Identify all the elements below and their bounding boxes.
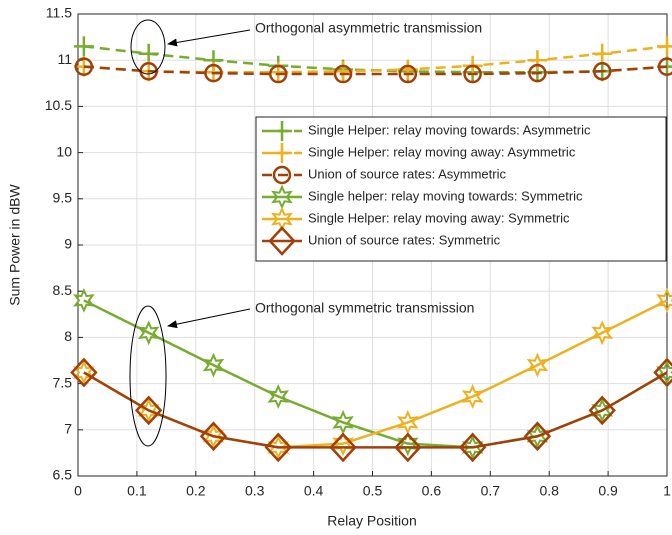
marker (74, 57, 94, 76)
y-tick-label: 9 (64, 236, 72, 252)
x-tick-label: 0.5 (363, 483, 383, 499)
series-line (83, 299, 668, 449)
marker (458, 432, 487, 463)
marker (264, 432, 292, 463)
annotation-text: Orthogonal asymmetric transmission (255, 20, 482, 36)
marker (267, 384, 290, 409)
marker (656, 287, 672, 313)
annotation-text: Orthogonal symmetric transmission (255, 300, 474, 316)
y-tick-label: 10 (56, 143, 72, 159)
legend-label: Single Helper: relay moving away: Asymme… (308, 144, 576, 159)
y-tick-label: 7.5 (53, 374, 73, 390)
annotation-ellipse (129, 305, 167, 447)
marker (204, 63, 223, 83)
marker (523, 421, 552, 452)
legend-label: Union of source rates: Asymmetric (308, 166, 506, 181)
x-tick-label: 0.6 (422, 483, 442, 499)
marker (397, 409, 419, 435)
x-tick-label: 0.7 (481, 483, 501, 499)
y-tick-label: 10.5 (45, 97, 72, 113)
marker (653, 357, 672, 388)
legend-marker (272, 165, 292, 185)
plot-frame (77, 13, 668, 477)
y-tick-label: 8.5 (53, 282, 73, 298)
legend-label: Single Helper: relay moving towards: Asy… (308, 122, 591, 137)
marker (137, 320, 160, 346)
legend-box (255, 116, 667, 262)
y-tick-label: 8 (64, 328, 72, 344)
marker (657, 36, 672, 57)
marker (70, 357, 98, 388)
series-line (83, 299, 668, 449)
marker (461, 384, 484, 409)
legend-label: Union of source rates: Symmetric (308, 232, 501, 247)
marker (73, 287, 95, 313)
marker (657, 57, 672, 76)
y-tick-label: 11.5 (46, 5, 72, 21)
marker (592, 62, 612, 81)
marker (333, 64, 353, 84)
annotation-arrow (167, 308, 251, 329)
marker (588, 395, 616, 426)
annotation-ellipse (130, 19, 166, 75)
marker (591, 320, 614, 346)
marker (202, 352, 225, 378)
marker (332, 431, 354, 457)
x-tick-label: 0.4 (304, 483, 324, 499)
series-line (83, 45, 668, 74)
legend-marker (272, 143, 292, 163)
marker (73, 36, 94, 57)
marker (527, 50, 548, 71)
marker (592, 43, 613, 64)
x-tick-label: 0.2 (186, 483, 206, 499)
series-line (83, 65, 668, 76)
marker (528, 63, 547, 83)
x-tick-label: 0.3 (245, 483, 265, 499)
annotation-arrow (167, 29, 251, 47)
y-tick-label: 9.5 (53, 190, 73, 206)
x-axis-label: Relay Position (327, 513, 417, 529)
series-line (83, 45, 668, 74)
y-axis-label: Sum Power in dBW (7, 184, 23, 306)
y-tick-label: 7 (64, 421, 72, 437)
legend-label: Single helper: relay moving towards: Sym… (308, 188, 583, 203)
marker (398, 64, 418, 84)
legend-marker (268, 226, 296, 256)
marker (134, 395, 163, 426)
y-tick-label: 11 (57, 51, 72, 67)
marker (463, 64, 482, 84)
marker (199, 421, 228, 452)
marker (526, 352, 549, 378)
series-line (83, 371, 668, 449)
x-tick-label: 0 (74, 483, 82, 499)
x-tick-label: 0.9 (598, 483, 618, 499)
x-tick-label: 1 (663, 483, 671, 499)
x-tick-label: 0.8 (539, 483, 559, 499)
y-tick-label: 6.5 (53, 467, 73, 483)
marker (138, 43, 159, 64)
marker (397, 431, 419, 457)
x-tick-label: 0.1 (127, 483, 147, 499)
marker (269, 64, 288, 84)
legend: Single Helper: relay moving towards: Asy… (255, 116, 667, 262)
legend-marker (272, 121, 292, 141)
marker (394, 432, 422, 463)
legend-label: Single Helper: relay moving away: Symmet… (308, 210, 570, 225)
marker (329, 432, 357, 463)
